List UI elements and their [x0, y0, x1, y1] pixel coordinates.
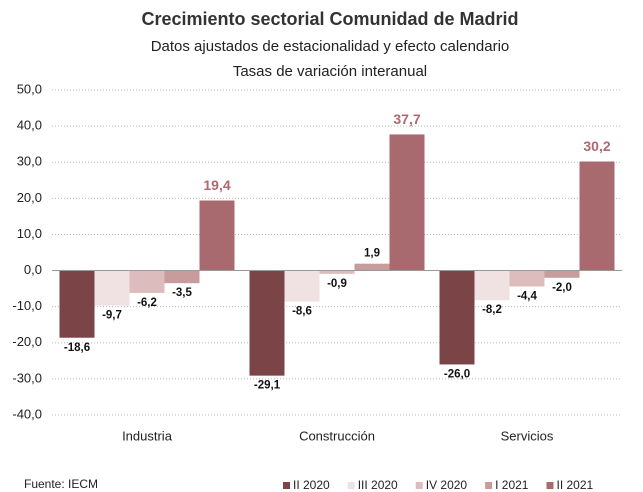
legend-label: III 2020 — [358, 478, 398, 492]
y-tick-label: 10,0 — [17, 226, 42, 241]
chart-subtitle: Tasas de variación interanual — [233, 63, 427, 80]
bar — [59, 270, 95, 338]
data-label: -3,5 — [172, 287, 192, 299]
data-label: -26,0 — [444, 368, 470, 380]
data-label: -6,2 — [137, 297, 157, 309]
bar — [354, 263, 390, 271]
bar — [389, 134, 425, 271]
legend-label: II 2021 — [556, 478, 593, 492]
y-tick-label: 50,0 — [17, 81, 42, 96]
legend-label: IV 2020 — [426, 478, 468, 492]
y-tick-label: 40,0 — [17, 118, 42, 133]
y-tick-label: 20,0 — [17, 190, 42, 205]
x-tick-label: Industria — [122, 428, 173, 443]
bar — [249, 270, 285, 376]
data-label: -18,6 — [64, 342, 90, 354]
bar — [579, 161, 615, 271]
legend-swatch — [283, 482, 290, 489]
data-label: -2,0 — [552, 282, 572, 294]
legend-swatch — [347, 482, 355, 489]
data-label: 1,9 — [364, 248, 380, 260]
y-tick-label: -30,0 — [12, 370, 42, 385]
bar — [509, 270, 545, 287]
bar — [164, 270, 200, 284]
bar — [474, 270, 510, 301]
data-label: -29,1 — [254, 380, 281, 392]
data-label: -8,6 — [292, 306, 312, 318]
y-tick-label: -40,0 — [12, 406, 42, 421]
bar — [199, 200, 235, 271]
legend-label: I 2021 — [495, 478, 529, 492]
bar — [319, 270, 355, 274]
legend-swatch — [415, 482, 423, 489]
data-label: -9,7 — [102, 310, 122, 322]
y-tick-label: -20,0 — [12, 334, 42, 349]
legend-swatch — [546, 482, 554, 489]
bar — [544, 270, 580, 278]
data-label: -0,9 — [327, 278, 347, 290]
x-tick-label: Servicios — [501, 428, 554, 443]
legend-swatch — [485, 482, 493, 489]
y-tick-label: -10,0 — [12, 298, 42, 313]
data-label: -4,4 — [517, 290, 537, 302]
bar — [129, 270, 165, 293]
legend-label: II 2020 — [293, 478, 330, 492]
data-label: 30,2 — [583, 138, 610, 154]
source: Fuente: IECM — [24, 477, 98, 491]
data-label: -8,2 — [482, 304, 502, 316]
x-tick-label: Construcción — [299, 428, 375, 443]
chart-subtitle: Datos ajustados de estacionalidad y efec… — [151, 38, 510, 55]
bar — [284, 270, 320, 302]
y-tick-label: 0,0 — [24, 262, 42, 277]
bar — [439, 270, 475, 365]
data-label: 19,4 — [203, 177, 230, 193]
y-tick-label: 30,0 — [17, 154, 42, 169]
bar — [94, 270, 130, 306]
chart-title: Crecimiento sectorial Comunidad de Madri… — [141, 9, 518, 29]
data-label: 37,7 — [393, 111, 420, 127]
